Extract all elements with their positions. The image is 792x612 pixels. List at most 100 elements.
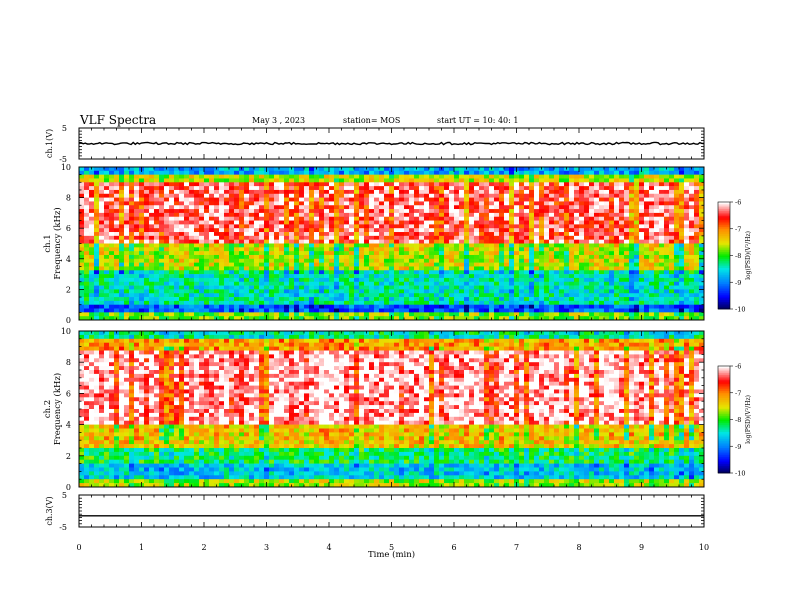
spectrogram-cell: [634, 167, 640, 172]
spectrogram-cell: [194, 262, 200, 267]
spectrogram-cell: [569, 212, 575, 218]
spectrogram-cell: [224, 277, 230, 283]
spectrogram-cell: [314, 274, 320, 279]
spectrogram-cell: [534, 308, 540, 313]
spectrogram-cell: [84, 274, 90, 279]
spectrogram-cell: [664, 201, 670, 206]
spectrogram-cell: [359, 300, 365, 306]
spectrogram-cell: [484, 297, 490, 302]
spectrogram-cell: [654, 247, 660, 252]
spectrogram-cell: [424, 285, 430, 290]
spectrogram-cell: [104, 216, 110, 221]
spectrogram-cell: [629, 174, 635, 179]
spectrogram-cell: [199, 247, 205, 252]
spectrogram-cell: [524, 243, 530, 248]
spectrogram-cell: [179, 266, 185, 271]
spectrogram-cell: [349, 228, 355, 233]
spectrogram-cell: [444, 281, 450, 286]
spectrogram-cell: [649, 189, 655, 195]
spectrogram-cell: [554, 312, 560, 317]
spectrogram-cell: [214, 289, 220, 294]
spectrogram-cell: [534, 201, 540, 206]
spectrogram-cell: [699, 205, 705, 210]
spectrogram-cell: [369, 258, 375, 263]
spectrogram-cell: [494, 297, 500, 302]
spectrogram-cell: [209, 304, 215, 309]
spectrogram-cell: [424, 297, 430, 302]
spectrogram-cell: [84, 224, 90, 229]
spectrogram-cell: [599, 201, 605, 206]
spectrogram-cell: [454, 189, 460, 195]
spectrogram-cell: [564, 178, 570, 183]
spectrogram-cell: [99, 235, 105, 240]
spectrogram-cell: [149, 277, 155, 283]
spectrogram-cell: [344, 289, 350, 294]
spectrogram-cell: [139, 270, 145, 275]
spectrogram-cell: [129, 254, 135, 260]
spectrogram-cell: [114, 285, 120, 290]
spectrogram-cell: [394, 232, 400, 237]
spectrogram-cell: [329, 178, 335, 183]
spectrogram-cell: [544, 235, 550, 240]
spectrogram-cell: [399, 201, 405, 206]
spectrogram-cell: [289, 209, 295, 214]
spectrogram-cell: [174, 243, 180, 248]
spectrogram-cell: [429, 258, 435, 263]
spectrogram-cell: [374, 243, 380, 248]
spectrogram-cell: [539, 270, 545, 275]
spectrogram-cell: [184, 289, 190, 294]
spectrogram-cell: [409, 170, 415, 175]
spectrogram-cell: [234, 270, 240, 275]
spectrogram-cell: [334, 224, 340, 229]
spectrogram-cell: [599, 232, 605, 237]
spectrogram-cell: [394, 224, 400, 229]
spectrogram-cell: [339, 189, 345, 195]
spectrogram-cell: [139, 228, 145, 233]
spectrogram-cell: [489, 277, 495, 283]
spectrogram-cell: [234, 316, 240, 321]
spectrogram-cell: [629, 277, 635, 283]
spectrogram-cell: [259, 274, 265, 279]
spectrogram-cell: [399, 274, 405, 279]
spectrogram-cell: [274, 308, 280, 313]
spectrogram-cell: [439, 274, 445, 279]
spectrogram-cell: [129, 232, 135, 237]
spectrogram-cell: [214, 201, 220, 206]
spectrogram-cell: [609, 193, 615, 198]
spectrogram-cell: [214, 212, 220, 218]
spectrogram-cell: [629, 186, 635, 191]
spectrogram-cell: [579, 228, 585, 233]
spectrogram-cell: [309, 232, 315, 237]
spectrogram-cell: [549, 232, 555, 237]
spectrogram-cell: [249, 243, 255, 248]
spectrogram-cell: [579, 212, 585, 218]
spectrogram-cell: [329, 205, 335, 210]
spectrogram-cell: [309, 228, 315, 233]
spectrogram-cell: [494, 285, 500, 290]
spectrogram-cell: [399, 182, 405, 187]
spectrogram-cell: [639, 277, 645, 283]
spectrogram-cell: [344, 178, 350, 183]
spectrogram-cell: [304, 266, 310, 271]
spectrogram-cell: [269, 297, 275, 302]
spectrogram-cell: [104, 186, 110, 191]
spectrogram-cell: [404, 186, 410, 191]
spectrogram-cell: [229, 193, 235, 198]
spectrogram-cell: [649, 262, 655, 267]
spectrogram-cell: [149, 239, 155, 244]
spectrogram-cell: [424, 316, 430, 321]
spectrogram-cell: [289, 308, 295, 313]
spectrogram-cell: [459, 297, 465, 302]
spectrogram-cell: [214, 220, 220, 225]
spectrogram-cell: [689, 235, 695, 240]
spectrogram-cell: [159, 209, 165, 214]
spectrogram-cell: [659, 178, 665, 183]
spectrogram-cell: [564, 228, 570, 233]
spectrogram-cell: [379, 178, 385, 183]
spectrogram-cell: [134, 289, 140, 294]
spectrogram-cell: [239, 178, 245, 183]
spectrogram-cell: [169, 178, 175, 183]
spectrogram-cell: [504, 239, 510, 244]
spectrogram-cell: [514, 297, 520, 302]
spectrogram-cell: [499, 193, 505, 198]
